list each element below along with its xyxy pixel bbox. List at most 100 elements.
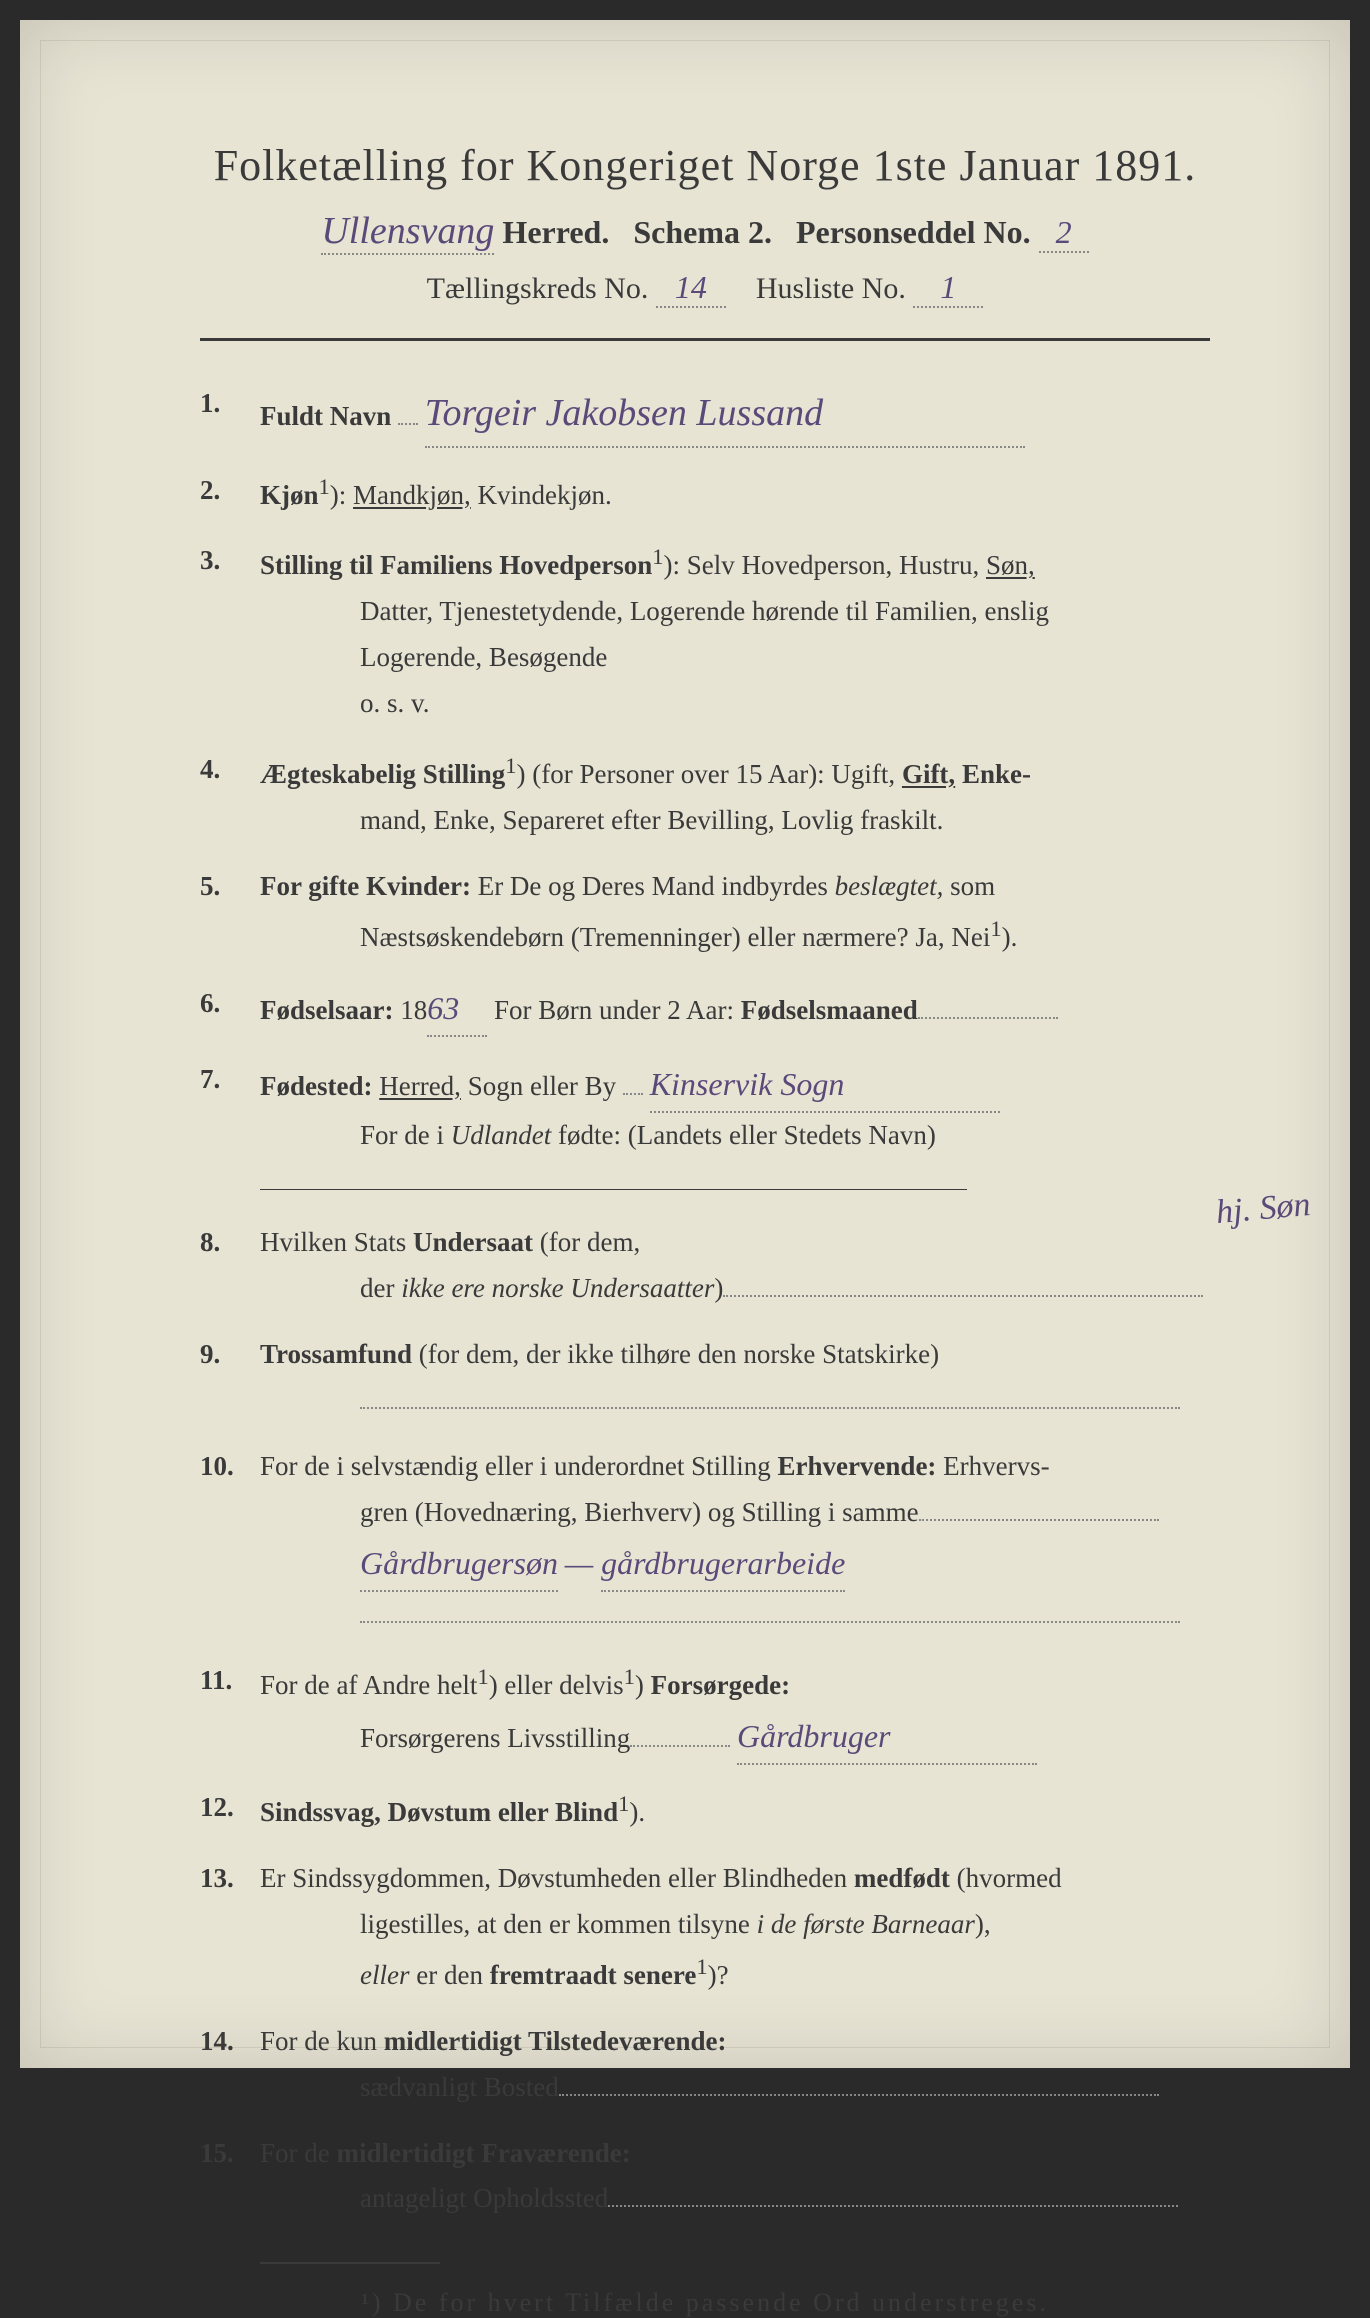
rest: Kvindekjøn. (478, 480, 612, 510)
ital: beslægtet, (835, 871, 944, 901)
header-line-2: Tællingskreds No. 14 Husliste No. 1 (200, 269, 1210, 308)
person-no: 2 (1039, 214, 1089, 253)
label: Fuldt Navn (260, 401, 391, 431)
person-label: Personseddel No. (796, 214, 1031, 250)
item-1: 1. Fuldt Navn Torgeir Jakobsen Lussand (200, 381, 1210, 448)
bold: Undersaat (413, 1227, 533, 1257)
item-num: 13. (200, 1856, 260, 1999)
main-title: Folketælling for Kongeriget Norge 1ste J… (200, 140, 1210, 191)
item-12: 12. Sindssvag, Døvstum eller Blind1). (200, 1785, 1210, 1836)
herred: Herred, (379, 1071, 461, 1101)
item-2: 2. Kjøn1): Mandkjøn, Kvindekjøn. (200, 468, 1210, 519)
item-num: 14. (200, 2019, 260, 2111)
footnote-divider (260, 2262, 440, 2264)
footnote: ¹) De for hvert Tilfælde passende Ord un… (200, 2288, 1210, 2318)
herred-value: Ullensvang (321, 209, 494, 255)
line2: Datter, Tjenestetydende, Logerende høren… (260, 589, 1210, 635)
item-body: Sindssvag, Døvstum eller Blind1). (260, 1785, 1210, 1836)
text: (for dem, der ikke tilhøre den norske St… (419, 1339, 939, 1369)
pre: For de i selvstændig eller i underordnet… (260, 1451, 777, 1481)
item-num: 1. (200, 381, 260, 448)
sel1: Gift, (902, 759, 955, 789)
item-body: Fødselsaar: 1863 For Børn under 2 Aar: F… (260, 981, 1210, 1037)
label: Stilling til Familiens Hovedperson (260, 550, 652, 580)
item-body: Fuldt Navn Torgeir Jakobsen Lussand (260, 381, 1210, 448)
bold: Forsørgede: (651, 1670, 790, 1700)
bold: medfødt (854, 1863, 950, 1893)
pre: Er Sindssygdommen, Døvstumheden eller Bl… (260, 1863, 854, 1893)
item-5: 5. For gifte Kvinder: Er De og Deres Man… (200, 864, 1210, 961)
label: Fødselsaar: (260, 995, 393, 1025)
end: som (950, 871, 995, 901)
header-divider (200, 338, 1210, 341)
item-body: For gifte Kvinder: Er De og Deres Mand i… (260, 864, 1210, 961)
sel2: Enke- (955, 759, 1031, 789)
item-8: 8. Hvilken Stats Undersaat (for dem, der… (200, 1220, 1210, 1312)
item-11: 11. For de af Andre helt1) eller delvis1… (200, 1658, 1210, 1765)
item-num: 10. (200, 1444, 260, 1638)
item-num: 12. (200, 1785, 260, 1836)
form-header: Folketælling for Kongeriget Norge 1ste J… (200, 140, 1210, 308)
husliste-no: 1 (913, 269, 983, 308)
line4: o. s. v. (260, 681, 1210, 727)
bold: Erhvervende: (777, 1451, 936, 1481)
item-body: Stilling til Familiens Hovedperson1): Se… (260, 538, 1210, 727)
herred-label: Herred. (502, 214, 609, 250)
item-body: Ægteskabelig Stilling1) (for Personer ov… (260, 747, 1210, 844)
label2: Fødselsmaaned (741, 995, 918, 1025)
item-body: For de midlertidigt Fraværende: antageli… (260, 2131, 1210, 2223)
mid: Sogn eller By (468, 1071, 617, 1101)
label: Kjøn (260, 480, 319, 510)
item-6: 6. Fødselsaar: 1863 For Børn under 2 Aar… (200, 981, 1210, 1037)
item-3: 3. Stilling til Familiens Hovedperson1):… (200, 538, 1210, 727)
item-num: 4. (200, 747, 260, 844)
prefix: 18 (400, 995, 427, 1025)
sep: — (565, 1545, 601, 1581)
item-num: 15. (200, 2131, 260, 2223)
item-10: 10. For de i selvstændig eller i underor… (200, 1444, 1210, 1638)
item-num: 2. (200, 468, 260, 519)
item-num: 9. (200, 1332, 260, 1424)
item-9: 9. Trossamfund (for dem, der ikke tilhør… (200, 1332, 1210, 1424)
pre: (for Personer over 15 Aar): Ugift, (532, 759, 902, 789)
margin-annotation: hj. Søn (1214, 1186, 1311, 1232)
hw-line: Gårdbrugersøn — gårdbrugerarbeide (260, 1536, 1210, 1592)
line2: Næstsøskendebørn (Tremenninger) eller næ… (260, 910, 1210, 961)
item-num: 5. (200, 864, 260, 961)
husliste-label: Husliste No. (756, 272, 906, 305)
item-num: 3. (200, 538, 260, 727)
bold: midlertidigt Tilstedeværende: (384, 2026, 727, 2056)
line2: antageligt Opholdssted (260, 2176, 1210, 2222)
item-body: Fødested: Herred, Sogn eller By Kinservi… (260, 1057, 1210, 1159)
schema-label: Schema 2. (633, 214, 772, 250)
bold: midlertidigt Fraværende: (337, 2138, 631, 2168)
label: Ægteskabelig Stilling (260, 759, 505, 789)
label: Fødested: (260, 1071, 372, 1101)
birthplace: Kinservik Sogn (650, 1057, 1000, 1113)
post: (hvormed (950, 1863, 1062, 1893)
item-7: 7. Fødested: Herred, Sogn eller By Kinse… (200, 1057, 1210, 1159)
item-13: 13. Er Sindssygdommen, Døvstumheden elle… (200, 1856, 1210, 1999)
line2: mand, Enke, Separeret efter Bevilling, L… (260, 798, 1210, 844)
item-body: Trossamfund (for dem, der ikke tilhøre d… (260, 1332, 1210, 1424)
line2: For de i Udlandet fødte: (Landets eller … (260, 1113, 1210, 1159)
item-num: 8. (200, 1220, 260, 1312)
label: Sindssvag, Døvstum eller Blind (260, 1797, 618, 1827)
post: Erhvervs- (936, 1451, 1049, 1481)
pre: Hvilken Stats (260, 1227, 413, 1257)
item-num: 7. (200, 1057, 260, 1159)
label: For gifte Kvinder: (260, 871, 471, 901)
line2: der ikke ere norske Undersaatter) (260, 1266, 1210, 1312)
year: 63 (427, 981, 487, 1037)
text: Er De og Deres Mand indbyrdes (478, 871, 835, 901)
header-line-1: Ullensvang Herred. Schema 2. Personsedde… (200, 209, 1210, 255)
item-num: 6. (200, 981, 260, 1037)
mid-divider-1 (260, 1189, 967, 1190)
item-15: 15. For de midlertidigt Fraværende: anta… (200, 2131, 1210, 2223)
kreds-no: 14 (656, 269, 726, 308)
pre: For de af Andre helt (260, 1670, 477, 1700)
line2: sædvanligt Bosted (260, 2065, 1210, 2111)
item-body: Kjøn1): Mandkjøn, Kvindekjøn. (260, 468, 1210, 519)
item-body: For de kun midlertidigt Tilstedeværende:… (260, 2019, 1210, 2111)
item-body: Er Sindssygdommen, Døvstumheden eller Bl… (260, 1856, 1210, 1999)
